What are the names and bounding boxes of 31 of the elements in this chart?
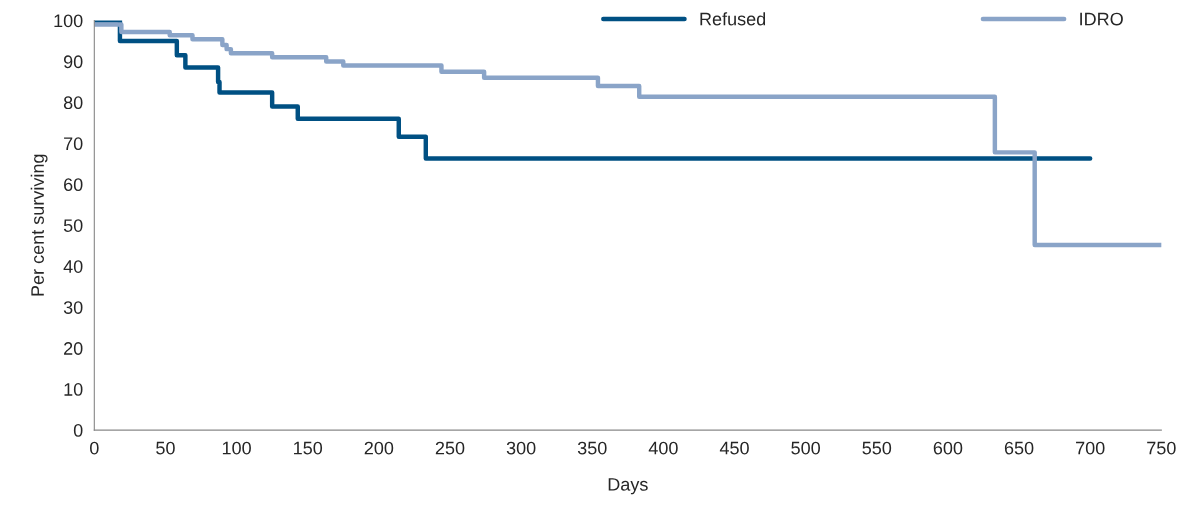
x-tick-label: 400 <box>648 441 678 455</box>
x-tick-label: 550 <box>862 441 892 455</box>
y-tick-label: 90 <box>63 55 83 69</box>
y-tick-label: 60 <box>64 178 83 192</box>
x-tick-label: 450 <box>719 441 749 455</box>
y-tick-label: 0 <box>73 424 83 437</box>
y-tick-label: 20 <box>64 342 83 355</box>
x-axis-title: Days <box>608 478 648 495</box>
x-tick-label: 100 <box>222 441 251 455</box>
y-tick-label: 80 <box>63 96 83 110</box>
y-tick-label: 70 <box>64 137 83 151</box>
x-tick-label: 0 <box>90 441 99 455</box>
x-tick-label: 650 <box>1004 441 1034 455</box>
x-tick-label: 600 <box>933 441 963 455</box>
x-tick-label: 250 <box>435 441 465 455</box>
x-tick-label: 750 <box>1147 441 1176 455</box>
legend-label: Refused <box>700 12 766 26</box>
y-tick-label: 10 <box>64 383 83 396</box>
x-tick-label: 300 <box>506 441 536 455</box>
x-tick-label: 50 <box>156 441 175 455</box>
y-tick-label: 30 <box>63 301 83 314</box>
x-tick-label: 700 <box>1076 441 1105 455</box>
x-tick-label: 150 <box>294 441 323 455</box>
x-tick-label: 350 <box>577 441 607 455</box>
legend-label: IDRO <box>1080 12 1123 26</box>
y-tick-label: 50 <box>63 219 83 232</box>
x-tick-label: 500 <box>791 441 821 455</box>
x-tick-label: 200 <box>364 441 394 455</box>
y-axis-title: Per cent surviving <box>30 154 48 296</box>
y-tick-label: 40 <box>63 260 83 273</box>
y-tick-label: 100 <box>54 14 83 28</box>
